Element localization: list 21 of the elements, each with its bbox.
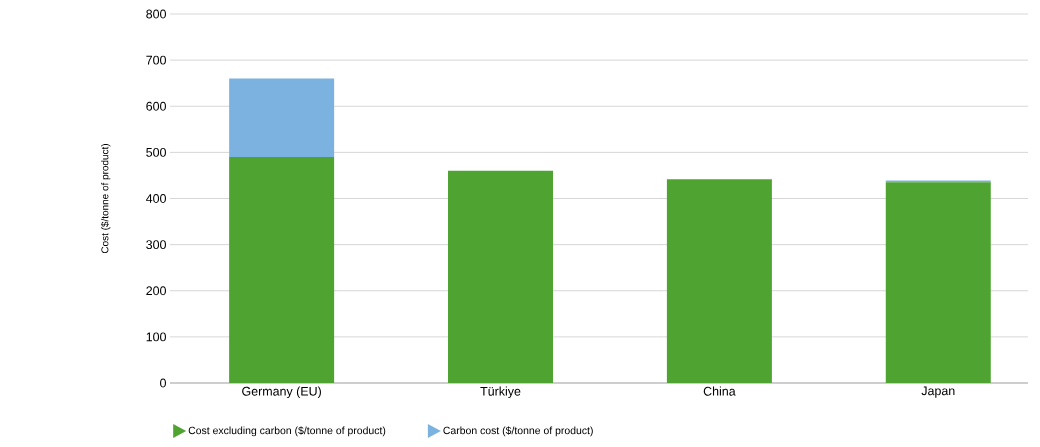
bar bbox=[229, 156, 335, 383]
y-tick-label: 200 bbox=[146, 286, 166, 296]
y-tick-label: 600 bbox=[146, 101, 166, 111]
x-tick-label: Türkiye bbox=[480, 386, 521, 399]
y-axis-title: Cost ($/tonne of product) bbox=[100, 144, 111, 254]
bar bbox=[229, 78, 335, 157]
x-tick-label: Japan bbox=[921, 386, 955, 398]
y-tick-label: 0 bbox=[160, 378, 166, 388]
y-tick-label: 300 bbox=[146, 240, 166, 250]
y-tick-label: 500 bbox=[146, 147, 166, 157]
bar bbox=[885, 182, 991, 383]
x-tick-label: Germany (EU) bbox=[242, 386, 321, 399]
bar bbox=[666, 179, 772, 383]
y-tick-label: 100 bbox=[146, 332, 166, 342]
x-tick-label: China bbox=[703, 386, 736, 396]
legend-label: Carbon cost ($/tonne of product) bbox=[443, 426, 593, 437]
y-tick-label: 800 bbox=[146, 9, 166, 19]
bar bbox=[448, 170, 554, 383]
y-tick-label: 400 bbox=[145, 194, 166, 203]
y-tick-label: 700 bbox=[146, 55, 166, 65]
legend-label: Cost excluding carbon ($/tonne of product) bbox=[188, 426, 386, 437]
